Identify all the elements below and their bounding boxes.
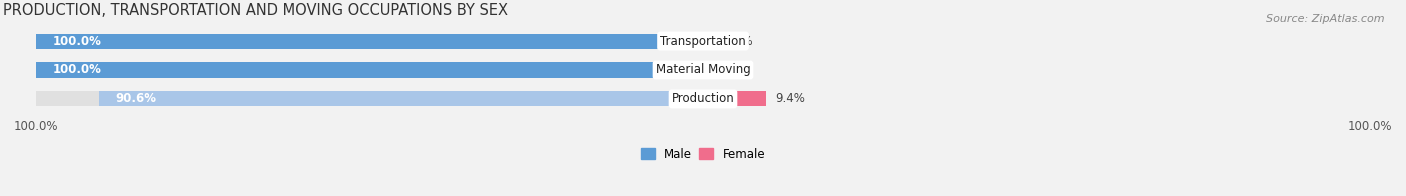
Bar: [37, 63, 703, 78]
Bar: [37, 63, 703, 78]
Bar: [703, 34, 713, 49]
Text: 100.0%: 100.0%: [14, 120, 59, 133]
Text: Source: ZipAtlas.com: Source: ZipAtlas.com: [1267, 14, 1385, 24]
Text: PRODUCTION, TRANSPORTATION AND MOVING OCCUPATIONS BY SEX: PRODUCTION, TRANSPORTATION AND MOVING OC…: [3, 3, 508, 18]
Text: 0.0%: 0.0%: [723, 34, 752, 48]
Bar: [37, 91, 703, 106]
Text: 100.0%: 100.0%: [53, 34, 101, 48]
Legend: Male, Female: Male, Female: [636, 143, 770, 165]
Bar: [98, 91, 703, 106]
Bar: [37, 34, 703, 49]
Text: Transportation: Transportation: [661, 34, 745, 48]
Text: 100.0%: 100.0%: [1347, 120, 1392, 133]
Text: Material Moving: Material Moving: [655, 64, 751, 76]
Bar: [703, 63, 713, 78]
Text: 0.0%: 0.0%: [723, 64, 752, 76]
Text: 9.4%: 9.4%: [776, 93, 806, 105]
Text: Production: Production: [672, 93, 734, 105]
Bar: [703, 91, 766, 106]
Text: 100.0%: 100.0%: [53, 64, 101, 76]
Bar: [37, 34, 703, 49]
Text: 90.6%: 90.6%: [115, 93, 156, 105]
